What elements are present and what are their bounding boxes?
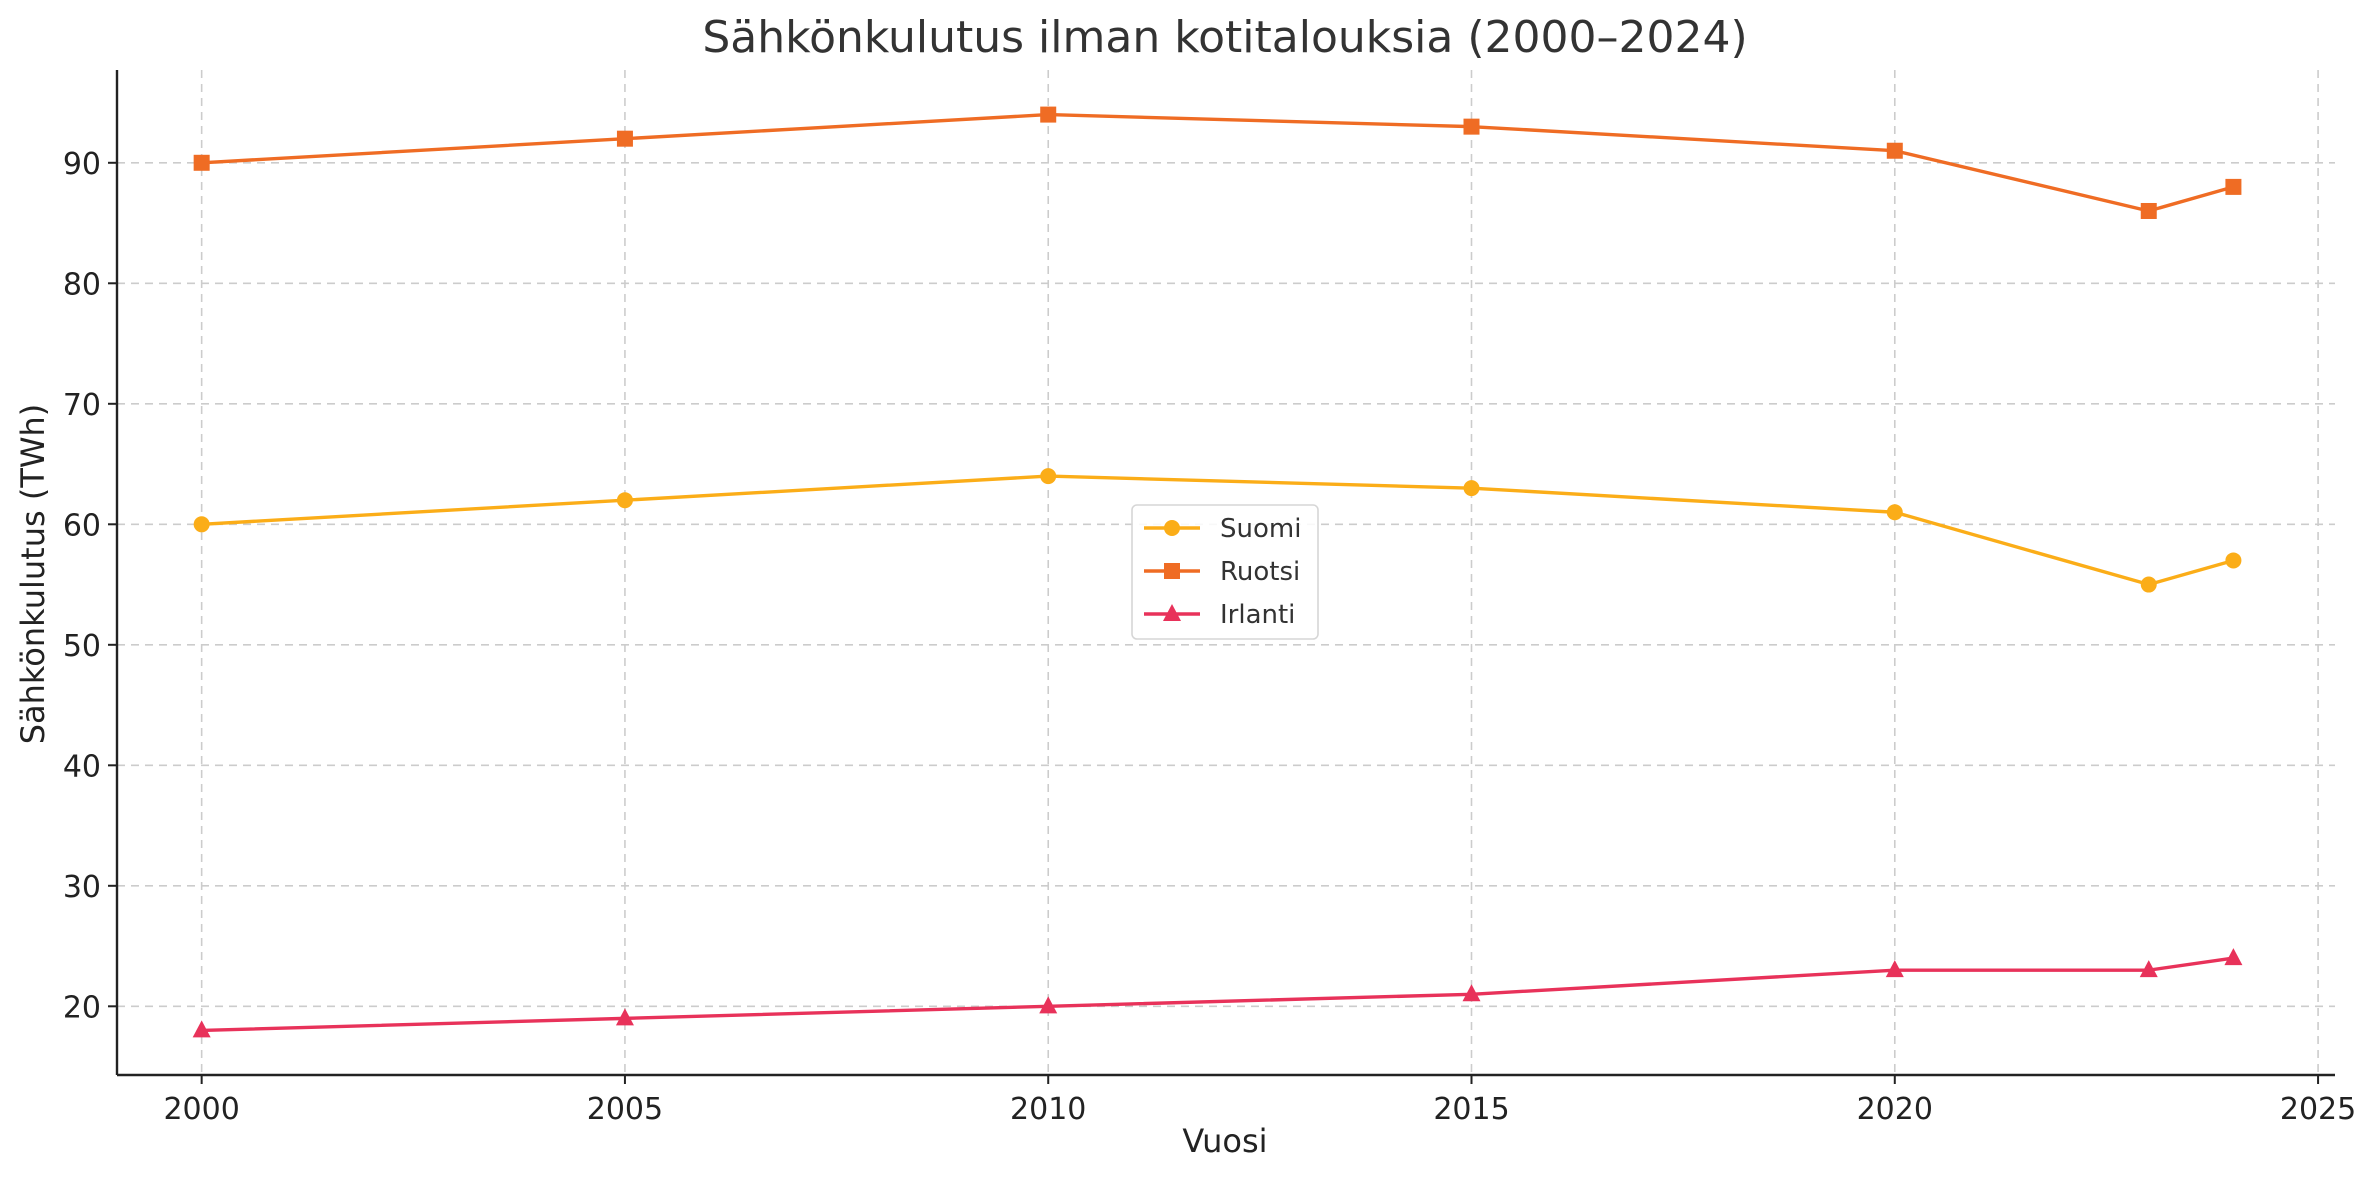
- data-point: [193, 154, 210, 171]
- data-point: [1462, 984, 1481, 1002]
- data-point: [192, 1020, 211, 1038]
- y-tick-label: 80: [63, 267, 101, 302]
- data-point: [2225, 552, 2242, 569]
- data-point: [2139, 960, 2158, 978]
- data-point: [1886, 504, 1903, 521]
- x-tick-label: 2015: [1433, 1092, 1509, 1127]
- data-point: [1885, 960, 1904, 978]
- data-point: [1040, 106, 1057, 123]
- y-tick-label: 70: [63, 388, 101, 423]
- x-tick-label: 2010: [1010, 1092, 1086, 1127]
- series-suomi: [193, 468, 2242, 593]
- chart-title: Sähkönkulutus ilman kotitalouksia (2000–…: [702, 12, 1747, 63]
- legend-label: Ruotsi: [1220, 557, 1300, 587]
- x-tick-label: 2000: [163, 1092, 239, 1127]
- data-point: [616, 130, 633, 147]
- legend-item: Ruotsi: [1144, 557, 1300, 587]
- data-point: [1463, 118, 1480, 135]
- data-point: [615, 1008, 634, 1026]
- x-axis-label: Vuosi: [1182, 1122, 1267, 1160]
- data-point: [2225, 178, 2242, 195]
- y-tick-label: 40: [63, 749, 101, 784]
- y-tick-label: 60: [63, 508, 101, 543]
- x-tick-label: 2020: [1857, 1092, 1933, 1127]
- legend-label: Irlanti: [1220, 600, 1295, 630]
- data-point: [616, 492, 633, 509]
- legend-label: Suomi: [1220, 514, 1301, 544]
- legend-box: [1131, 504, 1319, 640]
- series-irlanti: [192, 948, 2243, 1038]
- x-tick-label: 2005: [587, 1092, 663, 1127]
- data-point: [2224, 948, 2243, 966]
- y-tick-label: 50: [63, 629, 101, 664]
- legend-marker: [1164, 563, 1180, 579]
- series-layer: [192, 106, 2243, 1038]
- series-ruotsi: [193, 106, 2242, 219]
- legend: Suomi Ruotsi Irlanti: [1131, 504, 1319, 640]
- data-point: [1886, 142, 1903, 159]
- legend-marker: [1164, 520, 1180, 536]
- legend-marker: [1163, 604, 1181, 621]
- series-line: [201, 956, 2234, 1033]
- legend-item: Irlanti: [1144, 600, 1295, 630]
- legend-item: Suomi: [1144, 514, 1301, 544]
- y-tick-label: 90: [63, 147, 101, 182]
- data-point: [1039, 996, 1058, 1014]
- data-point: [2140, 576, 2157, 593]
- data-point: [2140, 202, 2157, 219]
- y-tick-label: 30: [63, 870, 101, 905]
- data-point: [193, 516, 210, 533]
- x-tick-label: 2025: [2280, 1092, 2356, 1127]
- data-point: [1463, 480, 1480, 497]
- y-tick-label: 20: [63, 990, 101, 1025]
- y-axis-label: Sähkönkulutus (TWh): [14, 404, 52, 745]
- data-point: [1040, 468, 1057, 485]
